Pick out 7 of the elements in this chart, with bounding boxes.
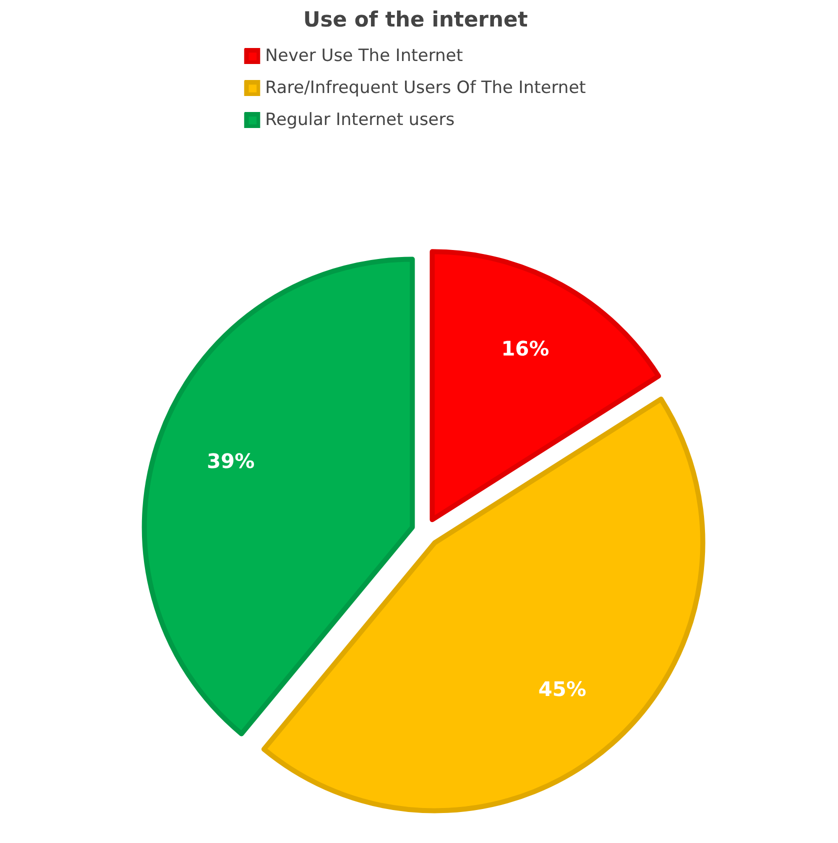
data-label: 16% [501, 336, 550, 361]
chart-title: Use of the internet [303, 8, 528, 32]
legend-label: Rare/Infrequent Users Of The Internet [265, 78, 586, 98]
legend-label: Regular Internet users [265, 110, 455, 130]
data-label: 39% [206, 449, 255, 474]
data-label: 45% [538, 677, 586, 702]
legend-label: Never Use The Internet [265, 46, 463, 66]
